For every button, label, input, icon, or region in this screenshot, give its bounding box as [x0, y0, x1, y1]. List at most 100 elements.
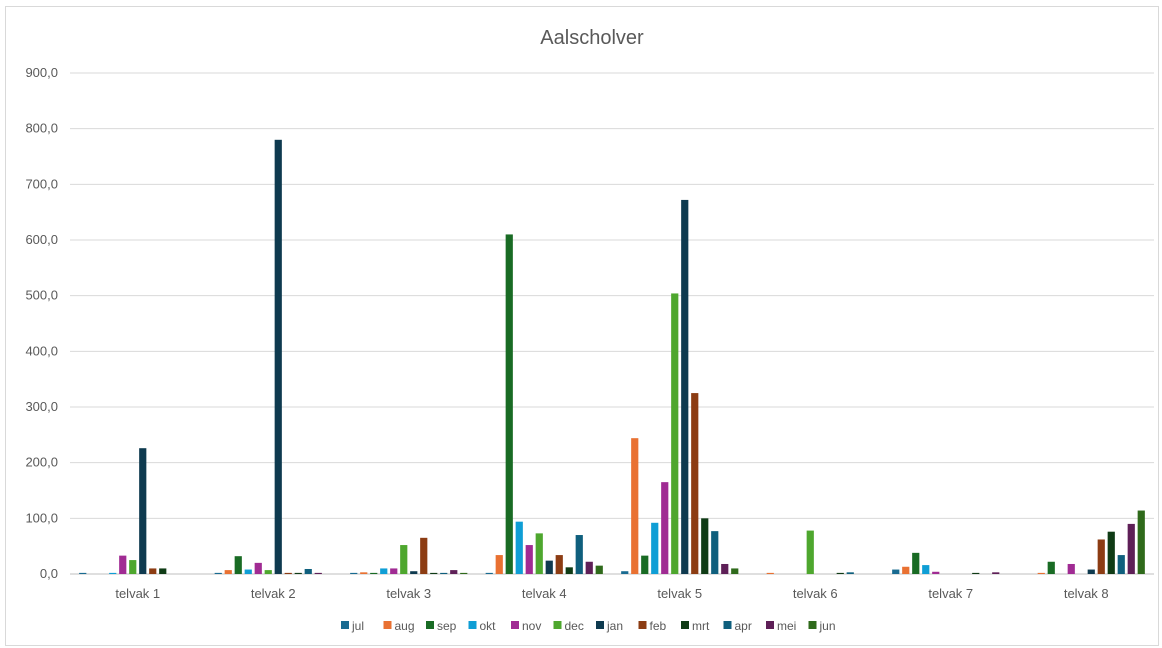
bar-mei-8: [1127, 523, 1135, 574]
bar-mei-7: [992, 572, 1000, 574]
bar-nov-3: [390, 568, 398, 574]
bar-feb-3: [420, 537, 428, 574]
x-tick-label: telvak 2: [251, 586, 296, 601]
y-axis-ticks: 0,0 100,0 200,0 300,0 400,0 500,0 600,0 700,0 80…: [25, 65, 58, 581]
x-tick-label: telvak 3: [386, 586, 431, 601]
legend-swatch: [808, 621, 817, 629]
bar-jun-4: [595, 565, 603, 574]
x-tick-label: telvak 7: [928, 586, 973, 601]
bar-nov-8: [1067, 563, 1075, 574]
y-tick-label: 500,0: [25, 288, 58, 303]
x-tick-label: telvak 4: [522, 586, 567, 601]
bar-nov-1: [119, 555, 127, 574]
bar-mrt-8: [1107, 531, 1115, 574]
bar-aug-6: [766, 572, 774, 574]
legend-swatch: [511, 621, 519, 629]
bar-jan-8: [1087, 569, 1095, 574]
bar-jul-4: [485, 572, 493, 574]
legend-item-nov: nov: [511, 619, 541, 633]
x-axis-labels: telvak 1 telvak 2 telvak 3 telvak 4 telvak 5…: [115, 586, 1108, 601]
legend-swatch: [553, 621, 562, 629]
y-tick-label: 800,0: [25, 121, 58, 136]
legend-swatch: [341, 621, 349, 629]
bar-jan-5: [681, 199, 689, 575]
bar-jun-5: [731, 568, 739, 574]
bar-mei-2: [314, 572, 322, 574]
legend-label: mrt: [692, 619, 710, 633]
legend: jul aug sep okt nov dec jan feb mrt apr mei jun: [341, 619, 836, 633]
bar-jan-2: [274, 139, 282, 575]
y-tick-label: 200,0: [25, 455, 58, 470]
bar-mrt-3: [430, 572, 438, 574]
legend-item-apr: apr: [723, 619, 752, 633]
bar-mrt-5: [701, 518, 709, 574]
bar-okt-5: [651, 522, 659, 574]
legend-swatch: [766, 621, 774, 629]
legend-item-jun: jun: [808, 619, 836, 633]
x-tick-label: telvak 1: [115, 586, 160, 601]
bar-mrt-2: [294, 572, 302, 574]
bar-apr-5: [711, 531, 719, 574]
legend-label: jun: [819, 619, 836, 633]
legend-item-sep: sep: [426, 619, 457, 633]
legend-label: nov: [522, 619, 541, 633]
bar-jan-1: [139, 448, 147, 574]
bar-okt-1: [109, 572, 117, 574]
bar-okt-7: [922, 565, 930, 574]
bar-apr-6: [846, 572, 854, 574]
legend-label: okt: [480, 619, 497, 633]
bar-nov-5: [661, 482, 669, 574]
bar-jun-8: [1137, 510, 1145, 574]
y-tick-label: 600,0: [25, 232, 58, 247]
legend-swatch: [468, 621, 477, 629]
legend-swatch: [383, 621, 392, 629]
legend-item-jul: jul: [341, 619, 364, 633]
bar-mei-4: [585, 561, 593, 574]
bar-jul-2: [214, 572, 222, 574]
y-tick-label: 900,0: [25, 65, 58, 80]
bar-nov-2: [254, 562, 262, 574]
bar-sep-2: [234, 556, 242, 574]
bar-jul-1: [79, 572, 87, 574]
y-tick-label: 100,0: [25, 510, 58, 525]
legend-item-jan: jan: [596, 619, 623, 633]
legend-swatch: [681, 621, 689, 629]
bar-aug-2: [224, 570, 232, 574]
legend-label: apr: [735, 619, 752, 633]
bar-jul-5: [621, 571, 629, 574]
bar-dec-6: [806, 530, 814, 574]
bar-dec-4: [535, 533, 543, 574]
bar-jul-7: [892, 569, 900, 574]
bar-mrt-4: [565, 567, 573, 574]
bar-feb-5: [691, 393, 699, 574]
bar-feb-8: [1097, 539, 1105, 574]
bar-dec-3: [400, 545, 408, 574]
bar-apr-8: [1117, 555, 1125, 574]
bar-mrt-6: [836, 572, 844, 574]
bar-sep-8: [1047, 561, 1055, 574]
x-tick-label: telvak 8: [1064, 586, 1109, 601]
legend-label: mei: [777, 619, 796, 633]
legend-item-okt: okt: [468, 619, 497, 633]
bar-feb-4: [555, 555, 563, 574]
bar-okt-3: [380, 568, 388, 574]
bar-nov-7: [932, 571, 940, 574]
legend-item-aug: aug: [383, 619, 415, 633]
legend-item-feb: feb: [638, 619, 667, 633]
bar-aug-3: [360, 572, 368, 574]
legend-label: feb: [650, 619, 667, 633]
legend-label: jan: [606, 619, 623, 633]
bar-okt-4: [515, 521, 523, 574]
bar-aug-7: [902, 566, 910, 574]
y-tick-label: 300,0: [25, 399, 58, 414]
legend-label: sep: [437, 619, 457, 633]
y-tick-label: 400,0: [25, 343, 58, 358]
bar-dec-2: [264, 570, 272, 574]
legend-item-dec: dec: [553, 619, 584, 633]
chart-title: Aalscholver: [540, 27, 644, 49]
chart-area: Aalscholver 0,0 100,0 200,0 300,0 400,0 500,0…: [5, 6, 1159, 646]
legend-swatch: [723, 621, 732, 629]
legend-item-mei: mei: [766, 619, 796, 633]
bar-feb-2: [284, 572, 292, 574]
bar-jan-4: [545, 560, 553, 574]
